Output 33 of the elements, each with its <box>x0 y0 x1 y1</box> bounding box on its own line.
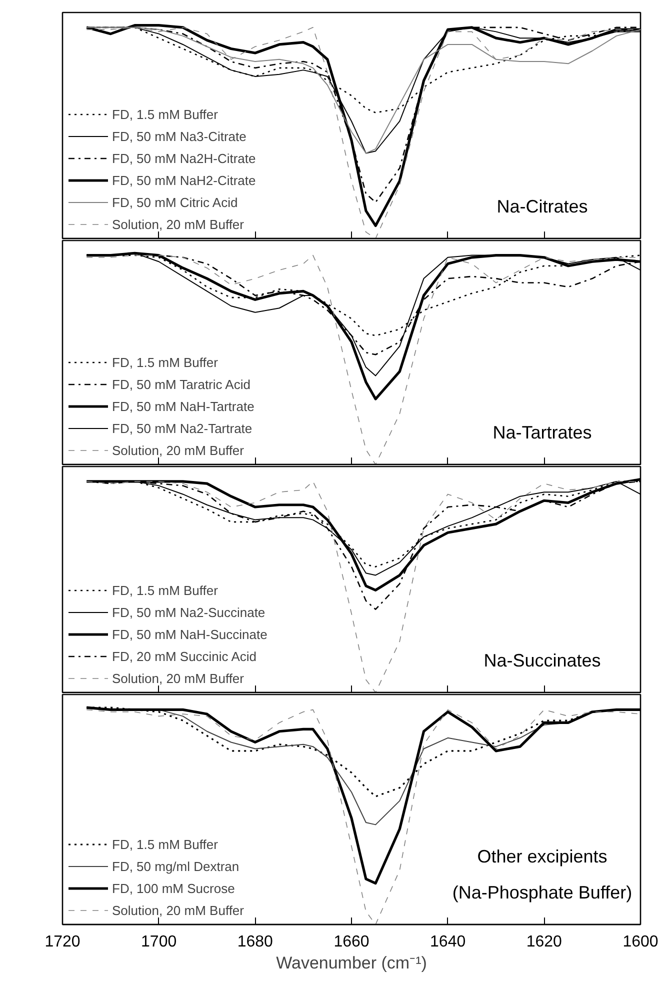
legend-label: FD, 50 mM Na2H-Citrate <box>112 150 256 166</box>
text: (Na-Phosphate Buffer) <box>452 882 632 902</box>
x-tick-label: 1660 <box>334 934 370 950</box>
legend-label: FD, 50 mM Citric Acid <box>112 194 238 210</box>
legend-label: FD, 50 mM NaH-Succinate <box>112 626 268 642</box>
legend-label: FD, 100 mM Sucrose <box>112 880 235 896</box>
x-tick-label: 1700 <box>141 934 177 950</box>
legend-label: FD, 1.5 mM Buffer <box>112 836 218 852</box>
x-tick-label: 1720 <box>44 934 80 950</box>
text: Other excipients <box>477 846 608 866</box>
legend-label: FD, 1.5 mM Buffer <box>112 106 218 122</box>
x-tick-label: 1680 <box>237 934 274 950</box>
legend-label: Solution, 20 mM Buffer <box>112 902 244 918</box>
x-tick-label: 1640 <box>430 934 466 950</box>
legend-label: FD, 20 mM Succinic Acid <box>112 648 256 664</box>
legend-label: Solution, 20 mM Buffer <box>112 216 244 232</box>
legend-label: FD, 1.5 mM Buffer <box>112 582 218 598</box>
legend-label: FD, 50 mg/ml Dextran <box>112 858 240 874</box>
x-tick-label: 1600 <box>622 934 658 950</box>
legend-label: FD, 50 mM Taratric Acid <box>112 376 250 392</box>
legend-label: Solution, 20 mM Buffer <box>112 670 244 686</box>
text: Na-Citrates <box>496 196 588 216</box>
x-tick-label: 1620 <box>526 934 562 950</box>
legend-label: FD, 50 mM Na3-Citrate <box>112 128 246 144</box>
x-axis-title: Wavenumber (cm⁻¹) <box>276 954 427 972</box>
legend-label: FD, 50 mM NaH-Tartrate <box>112 398 254 414</box>
legend-label: FD, 50 mM NaH2-Citrate <box>112 172 256 188</box>
text: Na-Tartrates <box>492 422 592 442</box>
legend-label: Solution, 20 mM Buffer <box>112 442 244 458</box>
legend-label: FD, 50 mM Na2-Tartrate <box>112 420 252 436</box>
legend-label: FD, 50 mM Na2-Succinate <box>112 604 266 620</box>
text: Na-Succinates <box>484 650 601 670</box>
legend-label: FD, 1.5 mM Buffer <box>112 354 218 370</box>
